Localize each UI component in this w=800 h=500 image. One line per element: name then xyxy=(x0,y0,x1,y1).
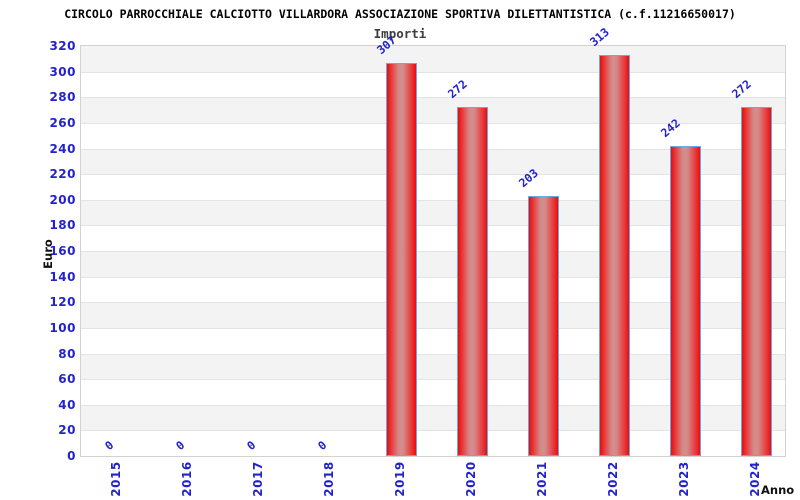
y-tick-label: 140 xyxy=(49,269,76,284)
bar xyxy=(386,63,417,456)
x-axis-title: Anno xyxy=(761,483,795,497)
y-tick-label: 80 xyxy=(58,346,76,361)
bar xyxy=(670,146,701,456)
y-tick-label: 260 xyxy=(49,115,76,130)
grid-band xyxy=(81,353,785,380)
x-tick-label: 2018 xyxy=(322,461,336,497)
y-tick-label: 320 xyxy=(49,39,76,53)
bar xyxy=(741,107,772,456)
x-tick-label: 2015 xyxy=(109,461,123,497)
grid-band xyxy=(81,46,785,72)
grid-band xyxy=(81,122,785,149)
x-tick-label: 2023 xyxy=(677,461,691,497)
x-tick-label: 2020 xyxy=(464,461,478,497)
grid-band xyxy=(81,225,785,251)
grid-band xyxy=(81,199,785,226)
grid-band xyxy=(81,404,785,431)
x-tick-label: 2022 xyxy=(606,461,620,497)
x-tick-label: 2021 xyxy=(535,461,549,497)
grid-band xyxy=(81,251,785,277)
y-tick-label: 180 xyxy=(49,218,76,233)
grid-band xyxy=(81,327,785,354)
y-tick-label: 20 xyxy=(58,423,76,438)
bar xyxy=(457,107,488,456)
y-tick-label: 240 xyxy=(49,141,76,156)
y-tick-label: 160 xyxy=(49,244,76,258)
x-tick-label: 2019 xyxy=(393,461,407,497)
grid-band xyxy=(81,71,785,98)
grid-band xyxy=(81,148,785,175)
grid-band xyxy=(81,430,785,456)
grid-band xyxy=(81,379,785,405)
bar xyxy=(528,196,559,456)
y-tick-label: 280 xyxy=(49,90,76,105)
chart-title: CIRCOLO PARROCCHIALE CALCIOTTO VILLARDOR… xyxy=(64,7,736,21)
x-tick-label: 2016 xyxy=(180,461,194,497)
grid-band xyxy=(81,302,785,328)
plot-area: 0 0 0 0 307 272 203 313 242 272 xyxy=(80,25,786,457)
y-tick-label: 120 xyxy=(49,295,76,310)
y-tick-label: 40 xyxy=(58,397,76,412)
x-tick-label: 2017 xyxy=(251,461,265,497)
grid-band xyxy=(81,97,785,123)
y-tick-label: 200 xyxy=(49,192,76,207)
grid-band xyxy=(81,276,785,303)
y-tick-label: 60 xyxy=(58,372,76,387)
chart-subtitle: Importi xyxy=(373,26,427,41)
y-tick-label: 300 xyxy=(49,64,76,79)
y-tick-label: 220 xyxy=(49,167,76,182)
bar xyxy=(599,55,630,456)
grid-band xyxy=(81,174,785,200)
y-tick-label: 100 xyxy=(49,320,76,335)
y-axis-title: Euro xyxy=(41,239,55,269)
y-tick-label: 0 xyxy=(67,449,76,463)
